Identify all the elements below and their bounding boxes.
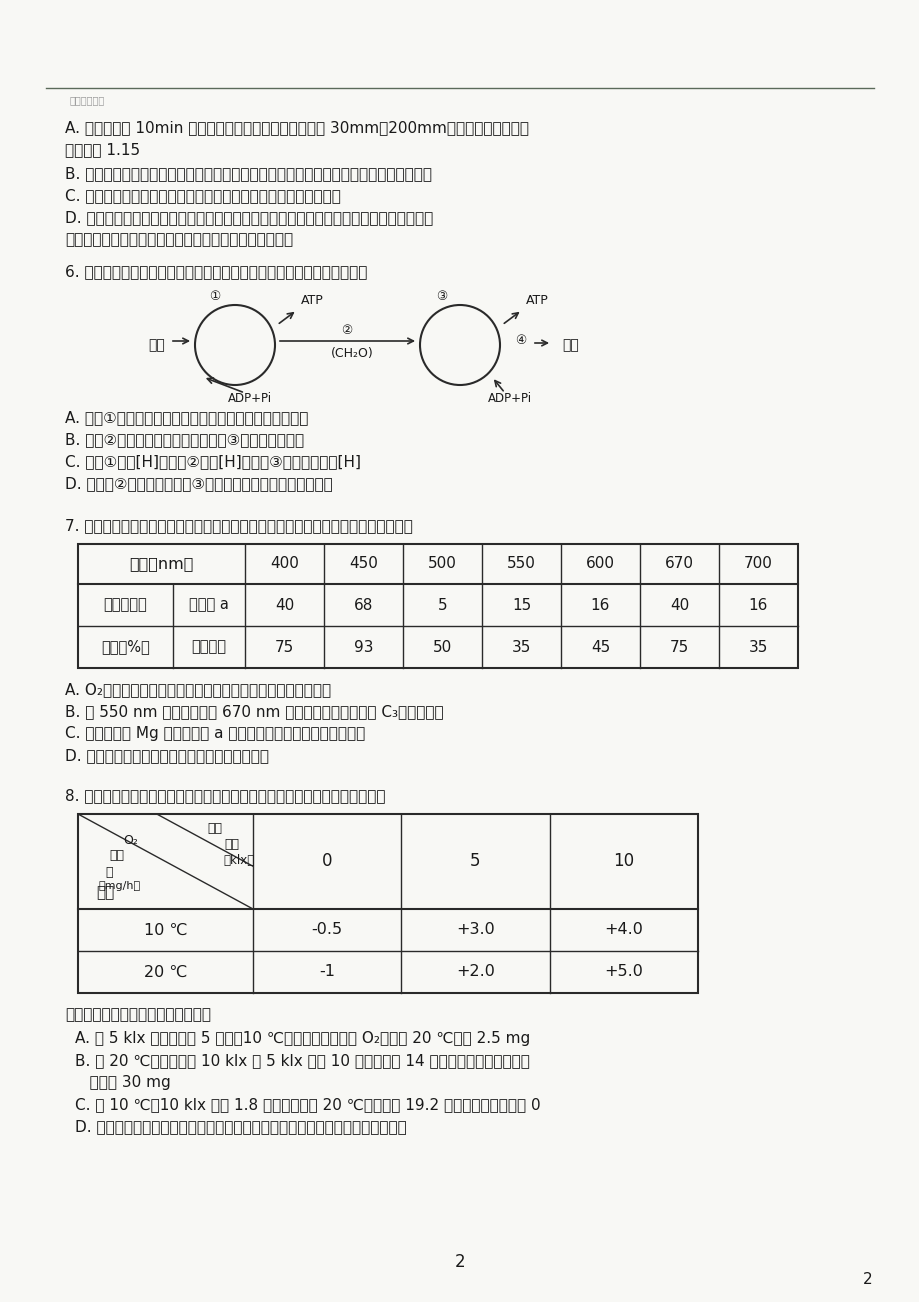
Text: C. 在 10 ℃、10 klx 光照 1.8 小时后，转入 20 ℃黑暗环境 19.2 小时，氧气变化量为 0: C. 在 10 ℃、10 klx 光照 1.8 小时后，转入 20 ℃黑暗环境 … bbox=[75, 1098, 540, 1112]
Text: 75: 75 bbox=[275, 639, 294, 655]
Text: 光能: 光能 bbox=[149, 339, 165, 352]
Text: ③: ③ bbox=[436, 290, 448, 303]
Text: 呼吸商是 1.15: 呼吸商是 1.15 bbox=[65, 142, 140, 158]
Text: B. 由 550 nm 波长的光转为 670 nm 波长的光时，叶绻体中 C₃的量会增加: B. 由 550 nm 波长的光转为 670 nm 波长的光时，叶绻体中 C₃的… bbox=[65, 704, 443, 719]
Text: 温度: 温度 bbox=[96, 885, 114, 901]
Text: 16: 16 bbox=[590, 598, 609, 612]
Text: A. 在 5 klx 光照条件下 5 小时，10 ℃时光合作用产生的 O₂总量比 20 ℃时多 2.5 mg: A. 在 5 klx 光照条件下 5 小时，10 ℃时光合作用产生的 O₂总量比… bbox=[75, 1031, 529, 1046]
Text: D. 环境温度降低，该植物对光能的利用能力降低: D. 环境温度降低，该植物对光能的利用能力降低 bbox=[65, 749, 268, 763]
Text: 7. 下表是在适宜条件下测得某植物叶绻体色素吸收光能的情况，有关分析不正确的是: 7. 下表是在适宜条件下测得某植物叶绻体色素吸收光能的情况，有关分析不正确的是 bbox=[65, 518, 413, 533]
Text: 0: 0 bbox=[322, 853, 332, 871]
Text: 68: 68 bbox=[354, 598, 373, 612]
Text: (CH₂O): (CH₂O) bbox=[330, 346, 373, 359]
Text: 5: 5 bbox=[437, 598, 447, 612]
Text: 700: 700 bbox=[743, 556, 772, 572]
Text: 93: 93 bbox=[354, 639, 373, 655]
Text: 35: 35 bbox=[748, 639, 767, 655]
Text: 2: 2 bbox=[862, 1272, 872, 1288]
Text: ①: ① bbox=[210, 290, 221, 303]
Text: 45: 45 bbox=[590, 639, 609, 655]
Text: 40: 40 bbox=[275, 598, 294, 612]
Text: ②: ② bbox=[341, 323, 352, 336]
Text: 8. 对某植物在不同环境条件下氧气的吸收量和释放量进行测定，结果如下表：: 8. 对某植物在不同环境条件下氧气的吸收量和释放量进行测定，结果如下表： bbox=[65, 788, 385, 803]
Text: 重庆第一中学: 重庆第一中学 bbox=[70, 95, 105, 105]
Text: （mg/h）: （mg/h） bbox=[99, 881, 141, 891]
Text: -1: -1 bbox=[319, 965, 335, 979]
Text: 670: 670 bbox=[664, 556, 693, 572]
Text: O₂: O₂ bbox=[123, 835, 138, 848]
Text: 吸收光能百: 吸收光能百 bbox=[104, 598, 147, 612]
Text: ADP+Pi: ADP+Pi bbox=[487, 392, 531, 405]
Text: 等量的萌发的小麦种子替换为等量的煮永灭菌的小麦种子: 等量的萌发的小麦种子替换为等量的煮永灭菌的小麦种子 bbox=[65, 232, 293, 247]
Text: +3.0: +3.0 bbox=[456, 923, 494, 937]
Text: 35: 35 bbox=[511, 639, 530, 655]
Text: ATP: ATP bbox=[301, 294, 323, 307]
Text: 全部色素: 全部色素 bbox=[191, 639, 226, 655]
Text: -0.5: -0.5 bbox=[312, 923, 343, 937]
Text: ATP: ATP bbox=[526, 294, 548, 307]
Text: 2: 2 bbox=[454, 1253, 465, 1271]
Text: 量: 量 bbox=[106, 866, 113, 879]
Text: A. O₂的释放速率变化与全部色素吸收光能百分比变化基本一致: A. O₂的释放速率变化与全部色素吸收光能百分比变化基本一致 bbox=[65, 682, 331, 697]
Text: 叶绿素 a: 叶绿素 a bbox=[189, 598, 229, 612]
Text: 550: 550 bbox=[506, 556, 536, 572]
Text: C. 若运用乙装置测量小麦种子的有氧呼吸速率，但需要设置对照组: C. 若运用乙装置测量小麦种子的有氧呼吸速率，但需要设置对照组 bbox=[65, 187, 341, 203]
Text: 16: 16 bbox=[748, 598, 767, 612]
Text: B. 上述装置也可测细胞呼吸类型；若测某幼苗的呼吸商，需黑暗处理，避免光合作用干扰: B. 上述装置也可测细胞呼吸类型；若测某幼苗的呼吸商，需黑暗处理，避免光合作用干… bbox=[65, 165, 432, 181]
Text: +5.0: +5.0 bbox=[604, 965, 642, 979]
Text: 600: 600 bbox=[585, 556, 614, 572]
Text: ④: ④ bbox=[515, 333, 526, 346]
Text: 分比（%）: 分比（%） bbox=[101, 639, 150, 655]
Text: 10: 10 bbox=[613, 853, 634, 871]
Text: C. 该植物缺乏 Mg 时，叶绻素 a 吸收的光能百分比的减少幅度更大: C. 该植物缺乏 Mg 时，叶绻素 a 吸收的光能百分比的减少幅度更大 bbox=[65, 727, 365, 741]
Text: B. 过程②只发生在叶绻体基质，过程③只发生在线粒体: B. 过程②只发生在叶绻体基质，过程③只发生在线粒体 bbox=[65, 432, 304, 447]
Text: 20 ℃: 20 ℃ bbox=[143, 965, 187, 979]
Text: 5: 5 bbox=[470, 853, 481, 871]
Text: D. 若过程②的速率大于过程③的速率，则甘蔗的干重就会增加: D. 若过程②的速率大于过程③的速率，则甘蔗的干重就会增加 bbox=[65, 477, 333, 491]
Bar bbox=[78, 544, 797, 668]
Text: 450: 450 bbox=[348, 556, 378, 572]
Text: 波长（nm）: 波长（nm） bbox=[130, 556, 194, 572]
Text: 75: 75 bbox=[669, 639, 688, 655]
Text: 15: 15 bbox=[511, 598, 530, 612]
Text: 500: 500 bbox=[427, 556, 457, 572]
Text: 后者多 30 mg: 后者多 30 mg bbox=[75, 1075, 171, 1090]
Text: ADP+Pi: ADP+Pi bbox=[228, 392, 272, 405]
Text: C. 过程①产生[H]，过程②消耗[H]，过程③既产生也消耗[H]: C. 过程①产生[H]，过程②消耗[H]，过程③既产生也消耗[H] bbox=[65, 454, 360, 469]
Text: D. 该实验的自变量是光照强度、温度和照光时间，二氧化碗浓度等属于无关变量: D. 该实验的自变量是光照强度、温度和照光时间，二氧化碗浓度等属于无关变量 bbox=[75, 1118, 406, 1134]
Text: 能量: 能量 bbox=[562, 339, 578, 352]
Text: B. 在 20 ℃时，分别用 10 klx 和 5 klx 光照 10 小时，黑暗 14 小时，氧气增加量前者比: B. 在 20 ℃时，分别用 10 klx 和 5 klx 光照 10 小时，黑… bbox=[75, 1053, 529, 1068]
Text: 6. 下图所示为甘蔗一叶肉细胞内的系列反应过程，下列有关说法正确的是: 6. 下图所示为甘蔗一叶肉细胞内的系列反应过程，下列有关说法正确的是 bbox=[65, 264, 367, 279]
Text: 50: 50 bbox=[433, 639, 451, 655]
Text: 10 ℃: 10 ℃ bbox=[143, 923, 187, 937]
Text: 强度: 强度 bbox=[224, 838, 239, 852]
Bar bbox=[78, 814, 698, 993]
Text: +2.0: +2.0 bbox=[456, 965, 494, 979]
Text: D. 若排除外界物理因素的干扰，应设置对照组，即另加两组装置分别与甲乙相同，只是将: D. 若排除外界物理因素的干扰，应设置对照组，即另加两组装置分别与甲乙相同，只是… bbox=[65, 210, 433, 225]
Text: （klx）: （klx） bbox=[223, 854, 255, 867]
Text: +4.0: +4.0 bbox=[604, 923, 642, 937]
Text: 下列对结果的分析不合理的是（　）: 下列对结果的分析不合理的是（ ） bbox=[65, 1006, 210, 1022]
Text: 变化: 变化 bbox=[108, 849, 124, 862]
Text: 40: 40 bbox=[669, 598, 688, 612]
Text: A. 在某温度下 10min 内，若甲、乙装置中墨滴分别左移 30mm，200mm，则萌发小麦种子的: A. 在某温度下 10min 内，若甲、乙装置中墨滴分别左移 30mm，200m… bbox=[65, 120, 528, 135]
Text: A. 过程①中叶绻体中的四种色素都主要吸收蓝紫光和红光: A. 过程①中叶绻体中的四种色素都主要吸收蓝紫光和红光 bbox=[65, 410, 308, 424]
Text: 光照: 光照 bbox=[207, 822, 221, 835]
Text: 400: 400 bbox=[270, 556, 299, 572]
